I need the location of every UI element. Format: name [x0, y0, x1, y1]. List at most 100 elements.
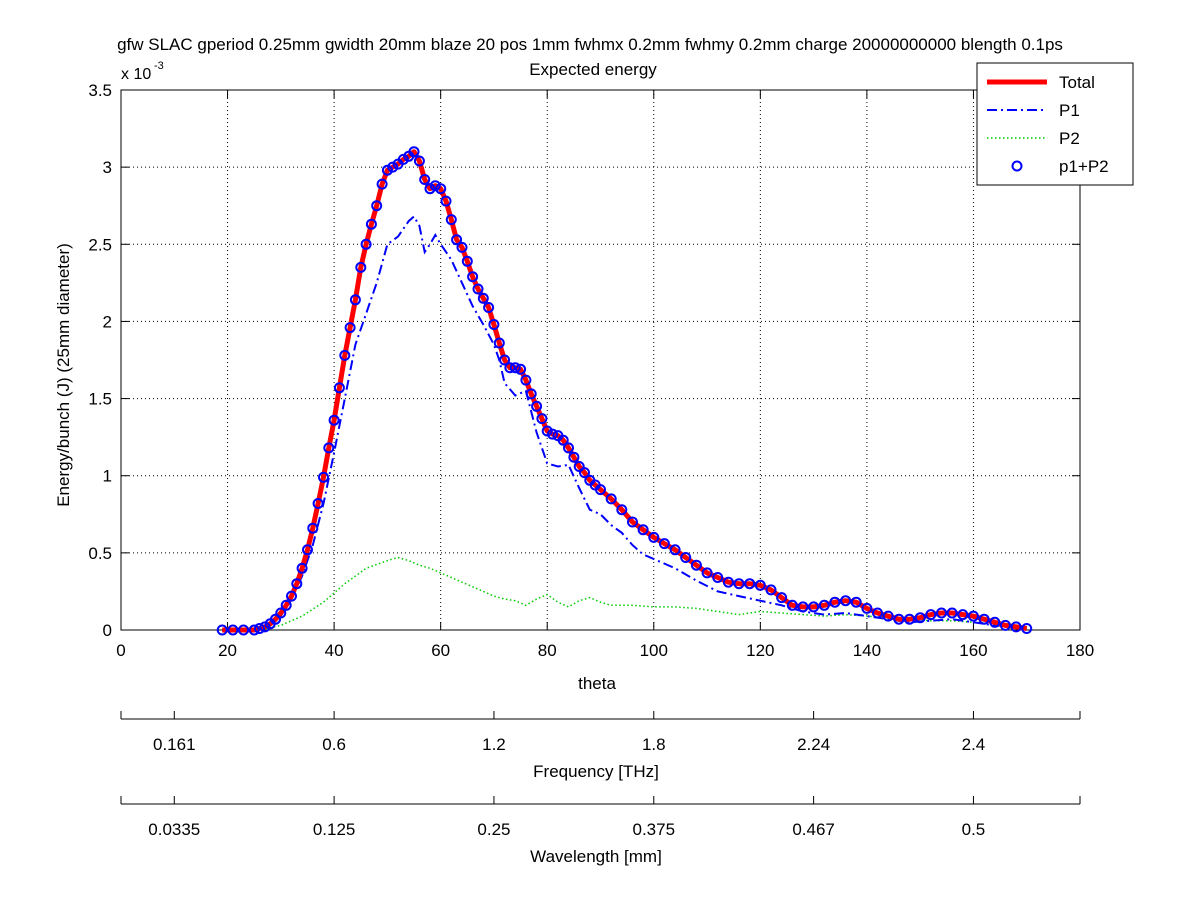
x-tick-label: 120	[746, 641, 774, 660]
p1p2-marker	[914, 612, 926, 624]
p1p2-marker	[595, 484, 606, 496]
p1p2-marker	[579, 467, 590, 479]
p1p2-marker	[254, 623, 265, 634]
secondary-axes: 0.161 0.6 1.2 1.8 2.24 2.4 Frequency [THz] 0.03…	[120, 711, 1081, 866]
p1p2-marker	[893, 613, 905, 625]
p1p2-marker	[680, 552, 692, 563]
p1p2-marker	[483, 302, 495, 313]
p1p2-marker	[445, 214, 457, 226]
x-tick-label: 80	[538, 641, 557, 660]
p1p2-marker	[349, 294, 361, 306]
p1p2-marker	[967, 610, 979, 622]
p1p2-marker	[493, 337, 505, 349]
y-tick-label: 0	[103, 621, 112, 640]
secondary-axis-tick-label: 1.8	[642, 735, 666, 754]
p1p2-marker	[291, 578, 303, 590]
secondary-axis-label: Wavelength [mm]	[530, 847, 662, 866]
x-tick-label: 40	[325, 641, 344, 660]
secondary-axis-label: Frequency [THz]	[533, 762, 659, 781]
p1p2-marker	[286, 590, 297, 602]
y-tick-label: 2	[103, 312, 112, 331]
x-tick-label: 140	[853, 641, 881, 660]
p1p2-marker	[323, 442, 335, 454]
legend-label: p1+P2	[1059, 157, 1109, 176]
p1p2-marker	[520, 374, 532, 386]
x-tick-label: 20	[218, 641, 237, 660]
p1p2-marker	[238, 624, 249, 636]
p1p2-marker	[333, 382, 345, 394]
p1p2-marker	[275, 607, 287, 619]
y-tick-label: 1.5	[88, 390, 112, 409]
chart-subtitle: Expected energy	[529, 60, 657, 79]
p1p2-marker	[318, 471, 329, 483]
p1p2-marker	[765, 584, 777, 596]
p1p2-marker	[477, 292, 489, 304]
p1p2-marker	[355, 261, 367, 273]
p1p2-marker	[754, 579, 766, 591]
x-tick-label: 100	[640, 641, 668, 660]
p1p2-marker	[413, 155, 425, 167]
secondary-axis-tick-label: 0.6	[322, 735, 346, 754]
p1p2-marker	[307, 522, 319, 534]
p1p2-marker	[509, 362, 521, 374]
p1p2-marker	[946, 607, 958, 619]
p1p2-marker	[408, 146, 420, 158]
legend-swatch-p1p2	[1011, 160, 1023, 172]
secondary-axis-tick-label: 0.161	[153, 735, 196, 754]
p1p2-marker	[419, 174, 431, 185]
secondary-axis-tick-label: 1.2	[482, 735, 506, 754]
p1p2-marker	[786, 599, 798, 611]
p1p2-marker	[733, 578, 745, 590]
series-p1p2-markers	[216, 146, 1033, 636]
p1p2-marker	[504, 362, 516, 374]
legend: Total P1 P2 p1+P2	[976, 62, 1134, 186]
p1p2-marker	[808, 601, 820, 613]
series-p1-line	[222, 214, 1027, 631]
p1p2-marker	[701, 567, 713, 579]
plot-series	[216, 146, 1033, 636]
legend-label: P2	[1059, 129, 1080, 148]
p1p2-marker	[627, 516, 638, 528]
p1p2-marker	[488, 319, 500, 330]
p1p2-marker	[861, 602, 873, 614]
p1p2-marker	[536, 413, 548, 425]
p1p2-marker	[365, 218, 377, 230]
p1p2-marker	[515, 363, 527, 375]
p1p2-marker	[712, 572, 724, 583]
p1p2-marker	[296, 562, 308, 574]
secondary-axis-tick-label: 2.4	[962, 735, 986, 754]
p1p2-marker	[989, 616, 1001, 628]
p1p2-marker	[328, 414, 340, 426]
secondary-axis-tick-label: 0.5	[962, 820, 986, 839]
p1p2-marker	[690, 559, 702, 571]
legend-label: Total	[1059, 73, 1095, 92]
p1p2-marker	[829, 596, 841, 608]
p1p2-marker	[568, 451, 580, 463]
p1p2-marker	[722, 576, 734, 588]
p1p2-marker	[605, 493, 617, 505]
p1p2-marker	[525, 388, 537, 400]
p1p2-marker	[797, 601, 809, 613]
series-p2-line	[222, 556, 1027, 631]
y-tick-label: 0.5	[88, 544, 112, 563]
p1p2-marker	[776, 592, 788, 604]
p1p2-marker	[451, 234, 463, 246]
p1p2-marker	[371, 200, 383, 212]
p1p2-marker	[648, 531, 660, 543]
p1p2-marker	[435, 183, 447, 195]
x-tick-label: 160	[959, 641, 987, 660]
y-axis-ticks: 0 0.5 1 1.5 2 2.5 3 3.5	[88, 81, 1080, 640]
p1p2-marker	[957, 609, 969, 621]
p1p2-marker	[925, 609, 937, 621]
p1p2-marker	[248, 624, 260, 636]
p1p2-marker	[339, 349, 351, 361]
y-multiplier-base: x 10	[121, 66, 151, 83]
p1p2-marker	[904, 613, 915, 625]
y-tick-label: 3.5	[88, 81, 112, 100]
p1p2-marker	[531, 400, 543, 412]
y-tick-label: 1	[103, 467, 112, 486]
y-tick-label: 2.5	[88, 235, 112, 254]
p1p2-marker	[467, 271, 479, 283]
p1p2-marker	[744, 578, 756, 590]
